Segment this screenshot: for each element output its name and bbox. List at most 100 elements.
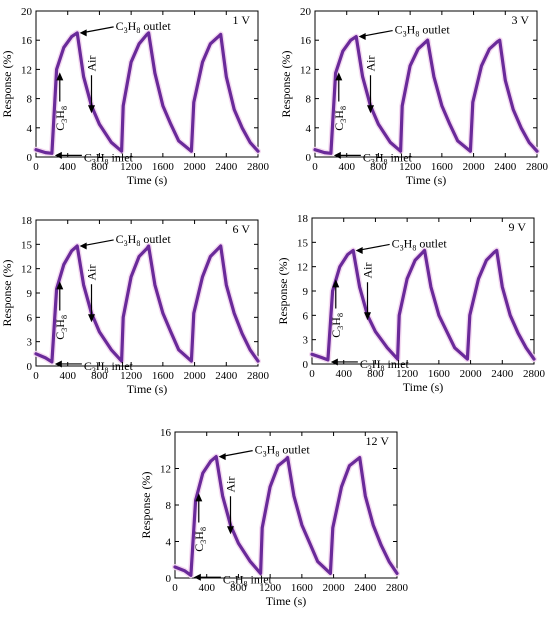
outlet-arrow-line bbox=[81, 239, 114, 247]
gas-label-group: C3H8 bbox=[332, 106, 348, 131]
outlet-arrowhead bbox=[218, 453, 226, 461]
y-tick-label: 12 bbox=[21, 264, 32, 276]
x-tick-label: 1200 bbox=[399, 161, 422, 173]
x-tick-label: 0 bbox=[33, 370, 39, 382]
chart-panel-4: 0 400 800 1200 1600 2000 2400 2800 0 3 6 9 12 15 18 Tim… bbox=[276, 213, 546, 394]
x-tick-label: 2800 bbox=[247, 161, 270, 173]
inlet-label: C3H8 inlet bbox=[363, 150, 413, 166]
y-tick-label: 8 bbox=[27, 94, 33, 106]
air-label: Air bbox=[364, 56, 378, 72]
x-axis-label: Time (s) bbox=[127, 382, 168, 396]
y-tick-label: 3 bbox=[303, 335, 309, 347]
x-tick-label: 1600 bbox=[291, 582, 314, 594]
air-arrowhead bbox=[364, 312, 371, 321]
x-tick-label: 1200 bbox=[120, 370, 143, 382]
series-line bbox=[34, 31, 260, 155]
y-tick-label: 9 bbox=[303, 286, 309, 298]
air-arrowhead bbox=[227, 526, 234, 535]
gas-label: C3H8 bbox=[329, 313, 345, 338]
x-axis-label: Time (s) bbox=[403, 380, 444, 394]
series-line bbox=[313, 35, 539, 155]
air-label: Air bbox=[85, 265, 99, 281]
inlet-label: C3H8 inlet bbox=[84, 150, 134, 166]
gas-arrowhead bbox=[195, 493, 203, 502]
x-tick-label: 0 bbox=[33, 161, 39, 173]
chart-panel-1: 0 400 800 1200 1600 2000 2400 2800 0 4 8 12 16 20 Time… bbox=[0, 6, 270, 187]
y-tick-label: 12 bbox=[21, 64, 32, 76]
outlet-label: C3H8 outlet bbox=[116, 19, 172, 35]
x-tick-label: 2000 bbox=[323, 582, 346, 594]
x-tick-label: 1200 bbox=[396, 368, 419, 380]
y-tick-label: 15 bbox=[297, 237, 309, 249]
series-line bbox=[173, 455, 399, 577]
x-tick-label: 800 bbox=[91, 370, 108, 382]
x-axis-label: Time (s) bbox=[406, 173, 447, 187]
gas-arrowhead bbox=[332, 279, 340, 288]
outlet-arrow-line bbox=[220, 450, 253, 458]
air-label: Air bbox=[85, 56, 99, 72]
air-arrowhead bbox=[88, 105, 95, 114]
x-tick-label: 800 bbox=[230, 582, 247, 594]
chart-panel-3: 0 400 800 1200 1600 2000 2400 2800 0 3 6 9 12 15 18 Tim… bbox=[0, 215, 270, 396]
x-tick-label: 1200 bbox=[120, 161, 143, 173]
x-tick-label: 400 bbox=[338, 161, 355, 173]
x-axis-label: Time (s) bbox=[127, 173, 168, 187]
x-tick-label: 2400 bbox=[354, 582, 377, 594]
y-tick-label: 0 bbox=[166, 573, 172, 585]
y-tick-label: 16 bbox=[300, 35, 312, 47]
y-tick-label: 4 bbox=[306, 123, 312, 135]
air-label: Air bbox=[224, 477, 238, 493]
x-tick-label: 0 bbox=[309, 368, 315, 380]
y-tick-label: 4 bbox=[166, 537, 172, 549]
x-tick-label: 800 bbox=[367, 368, 384, 380]
gas-label: C3H8 bbox=[53, 106, 69, 131]
y-tick-label: 6 bbox=[27, 312, 33, 324]
x-tick-label: 400 bbox=[59, 370, 76, 382]
outlet-label: C3H8 outlet bbox=[395, 23, 451, 39]
gas-label: C3H8 bbox=[332, 106, 348, 131]
y-tick-label: 8 bbox=[306, 94, 312, 106]
x-tick-label: 2400 bbox=[494, 161, 517, 173]
y-tick-label: 8 bbox=[166, 500, 172, 512]
y-tick-label: 12 bbox=[160, 464, 171, 476]
voltage-label: 12 V bbox=[366, 434, 390, 448]
x-tick-label: 2000 bbox=[184, 161, 207, 173]
plot-frame bbox=[314, 10, 538, 158]
outlet-arrowhead bbox=[358, 33, 366, 41]
series-line bbox=[34, 244, 260, 364]
y-tick-label: 9 bbox=[27, 288, 33, 300]
y-tick-label: 18 bbox=[21, 215, 33, 227]
outlet-arrowhead bbox=[79, 29, 87, 37]
outlet-arrow-line bbox=[360, 29, 393, 38]
x-tick-label: 1600 bbox=[152, 370, 175, 382]
gas-label-group: C3H8 bbox=[53, 106, 69, 131]
outlet-arrowhead bbox=[79, 242, 87, 250]
outlet-label: C3H8 outlet bbox=[255, 443, 311, 459]
x-tick-label: 2000 bbox=[463, 161, 486, 173]
y-axis-label: Response (%) bbox=[276, 258, 290, 325]
y-tick-label: 3 bbox=[27, 337, 33, 349]
series-glow-line bbox=[312, 33, 540, 157]
y-tick-label: 20 bbox=[21, 6, 33, 18]
x-tick-label: 0 bbox=[172, 582, 178, 594]
inlet-label: C3H8 inlet bbox=[223, 572, 273, 588]
x-tick-label: 800 bbox=[91, 161, 108, 173]
inlet-arrowhead bbox=[54, 360, 62, 368]
gas-arrowhead bbox=[56, 72, 64, 81]
outlet-arrow-line bbox=[357, 243, 390, 252]
gas-label-group: C3H8 bbox=[53, 315, 69, 340]
gas-label: C3H8 bbox=[53, 315, 69, 340]
x-tick-label: 2400 bbox=[215, 161, 238, 173]
x-tick-label: 2800 bbox=[386, 582, 409, 594]
y-tick-label: 0 bbox=[27, 152, 33, 164]
y-axis-label: Response (%) bbox=[279, 51, 293, 118]
y-tick-label: 12 bbox=[297, 262, 308, 274]
y-tick-label: 16 bbox=[21, 35, 33, 47]
x-tick-label: 400 bbox=[335, 368, 352, 380]
x-tick-label: 2000 bbox=[460, 368, 483, 380]
inlet-label: C3H8 inlet bbox=[360, 357, 410, 373]
inlet-arrowhead bbox=[54, 151, 62, 159]
x-tick-label: 1600 bbox=[431, 161, 454, 173]
gas-label-group: C3H8 bbox=[192, 527, 208, 552]
voltage-label: 3 V bbox=[512, 13, 530, 27]
